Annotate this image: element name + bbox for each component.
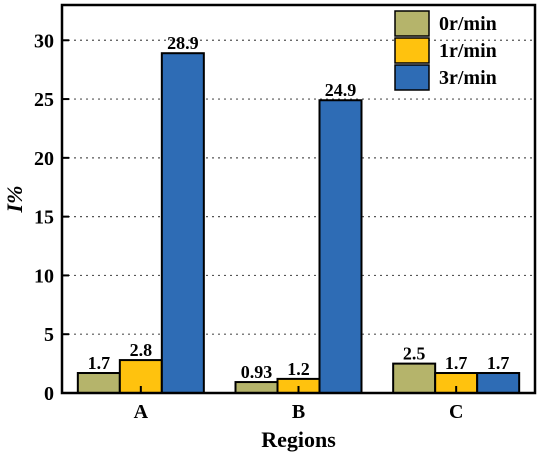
y-axis-title: I%	[2, 186, 27, 214]
y-tick-label: 5	[44, 324, 54, 346]
legend-swatch	[394, 10, 430, 37]
y-tick-label: 15	[34, 207, 54, 229]
data-label: 0.93	[241, 362, 273, 382]
legend-label: 0r/min	[439, 13, 497, 35]
data-label: 1.7	[445, 353, 468, 373]
data-label: 28.9	[167, 33, 199, 53]
legend-swatch	[394, 37, 430, 64]
data-label: 2.8	[130, 340, 153, 360]
bar	[476, 372, 521, 394]
bar	[318, 99, 363, 395]
x-axis-title: Regions	[261, 427, 336, 452]
y-tick-label: 20	[34, 148, 54, 170]
bar	[160, 52, 205, 395]
legend: 0r/min 1r/min 3r/min	[394, 10, 497, 91]
bar	[392, 362, 437, 394]
data-label: 2.5	[403, 344, 426, 364]
y-tick-label: 0	[44, 383, 54, 405]
legend-label: 1r/min	[439, 40, 497, 62]
data-label: 1.7	[88, 353, 111, 373]
x-tick-label: B	[292, 401, 305, 423]
x-tick-label: A	[134, 401, 149, 423]
data-labels: 1.7 2.8 28.9 0.93 1.2 24.9 2.5 1.7 1.7	[88, 33, 510, 382]
legend-swatch	[394, 64, 430, 91]
y-tick-label: 25	[34, 89, 54, 111]
x-tick-label: C	[449, 401, 463, 423]
legend-label: 3r/min	[439, 67, 497, 89]
data-label: 1.7	[487, 353, 510, 373]
y-tick-label: 30	[34, 30, 54, 52]
data-label: 1.2	[287, 359, 310, 379]
bar	[76, 372, 121, 394]
bar	[234, 381, 279, 395]
y-tick-label: 10	[34, 265, 54, 287]
grid-lines	[62, 39, 535, 335]
data-label: 24.9	[325, 80, 357, 100]
x-axis-ticks: A B C	[134, 386, 463, 423]
y-axis-ticks: 0 5 10 15 20 25 30	[34, 30, 69, 405]
